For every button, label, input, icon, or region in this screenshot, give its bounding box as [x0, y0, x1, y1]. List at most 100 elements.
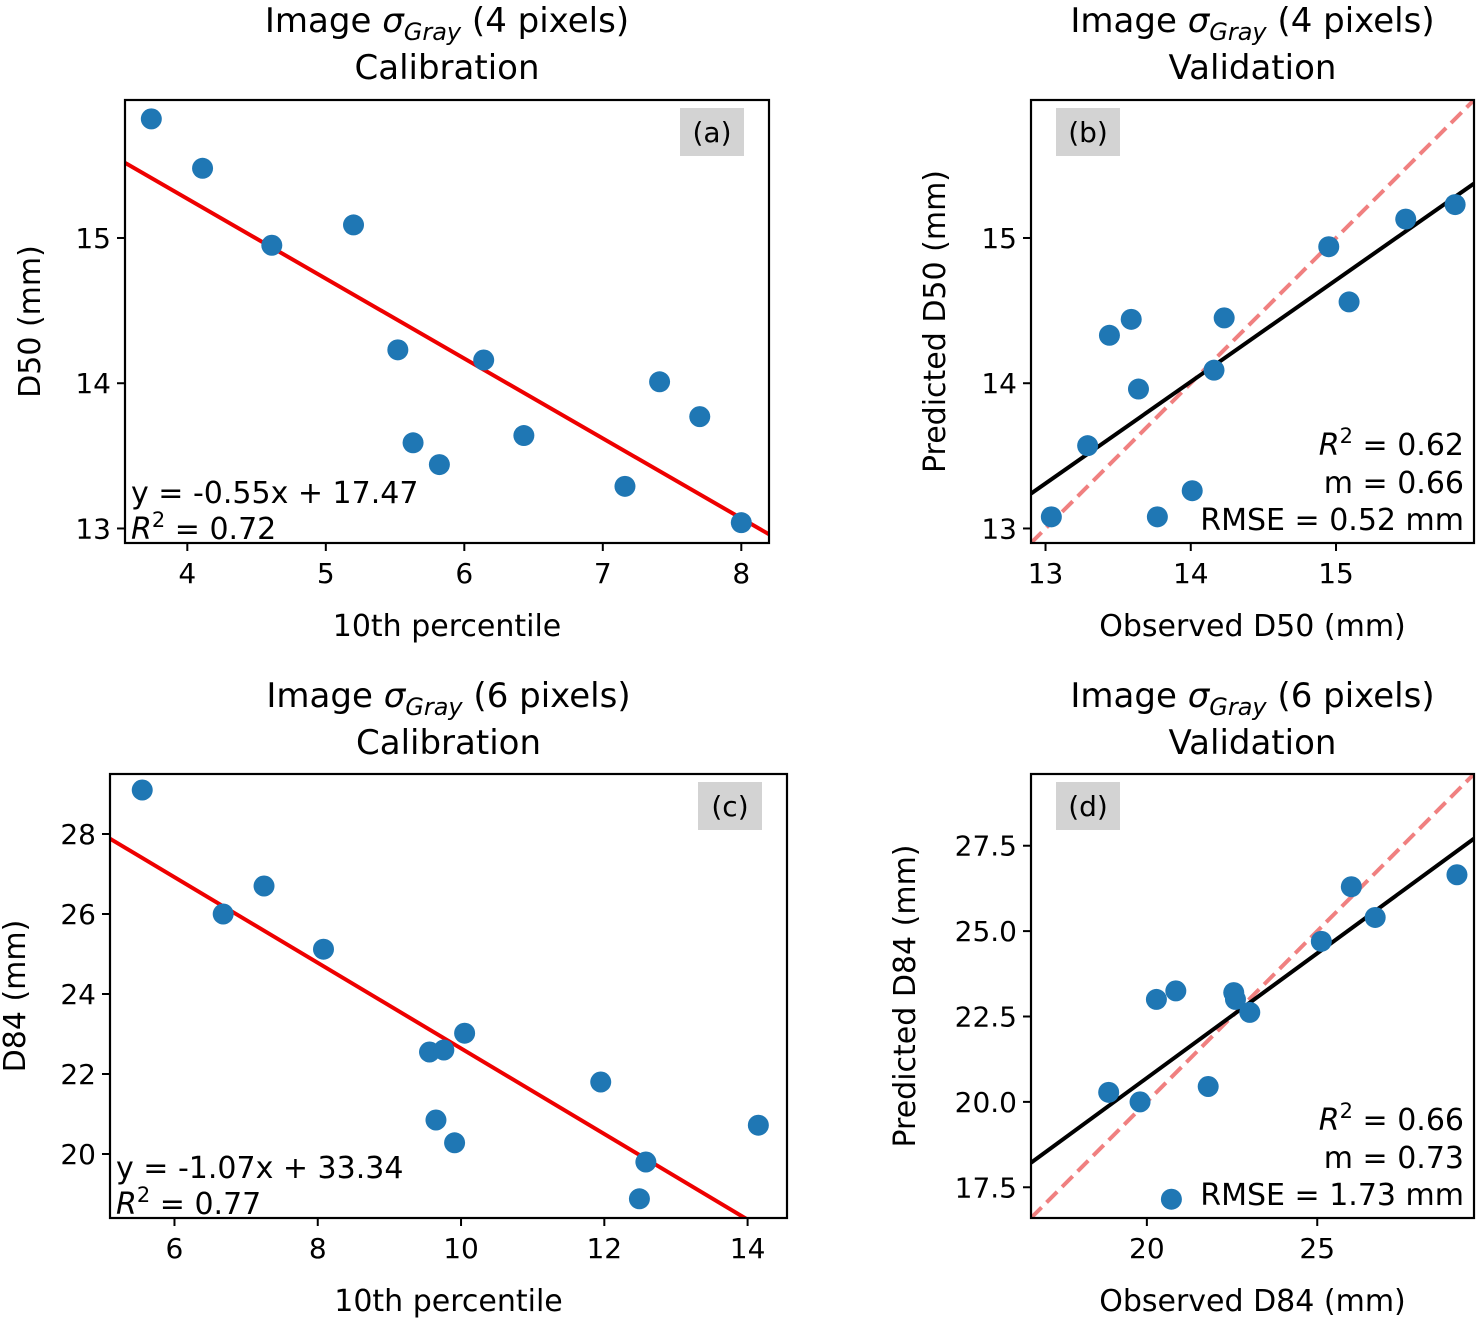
data-point [1224, 988, 1246, 1010]
data-point [614, 475, 636, 497]
data-point [1120, 308, 1142, 330]
x-tick-label: 14 [1173, 557, 1209, 590]
chart-title-line1: Image σGray (6 pixels) [266, 676, 630, 721]
data-point [473, 349, 495, 371]
data-point [454, 1022, 476, 1044]
x-tick-label: 25 [1299, 1232, 1335, 1265]
data-point [513, 425, 535, 447]
x-tick-label: 5 [317, 557, 335, 590]
fit-equation: y = -1.07x + 33.34 [116, 1151, 403, 1186]
r2-symbol: R [1319, 1103, 1340, 1138]
data-point [649, 371, 671, 393]
data-point [628, 1188, 650, 1210]
chart-panel-b: Image σGray (4 pixels) Validation 13 14 15 13… [918, 1, 1476, 644]
panel-label: (c) [711, 790, 748, 823]
panel-label-box [680, 108, 744, 156]
x-tick-label: 4 [178, 557, 196, 590]
panel-label-box [1056, 108, 1120, 156]
data-point [1364, 906, 1386, 928]
fit-line [1031, 837, 1474, 1165]
x-tick-label: 20 [1129, 1232, 1165, 1265]
y-axis-label: D50 (mm) [13, 245, 48, 398]
data-point [1077, 435, 1099, 457]
data-point [1040, 506, 1062, 528]
y-tick-label: 15 [981, 222, 1017, 255]
panel-label-box [698, 782, 762, 830]
data-point [253, 875, 275, 897]
r2-value: = 0.77 [150, 1187, 261, 1222]
x-tick-label: 6 [455, 557, 473, 590]
chart-title-line2: Calibration [356, 723, 541, 763]
data-point [1310, 930, 1332, 952]
data-point [1197, 1076, 1219, 1098]
slope-m: m = 0.66 [1324, 466, 1464, 501]
fit-equation: y = -0.55x + 17.47 [131, 476, 418, 511]
data-point [1181, 480, 1203, 502]
y-tick-label: 25.0 [955, 915, 1017, 948]
title-suffix: (4 pixels) [461, 1, 629, 41]
title-prefix: Image [1070, 1, 1187, 41]
panel-label: (b) [1068, 116, 1108, 149]
y-axis-label: D84 (mm) [0, 920, 33, 1073]
x-tick-label: 14 [730, 1232, 766, 1265]
data-point [1098, 1081, 1120, 1103]
data-point [1145, 988, 1167, 1010]
y-tick-label: 28 [60, 818, 96, 851]
data-point [1129, 1091, 1151, 1113]
data-point [689, 406, 711, 428]
y-tick-label: 27.5 [955, 830, 1017, 863]
chart-title-line1: Image σGray (4 pixels) [265, 1, 629, 46]
data-point [1146, 506, 1168, 528]
axes-frame [108, 772, 789, 1220]
y-tick-label: 13 [75, 512, 111, 545]
title-subscript: Gray [1209, 693, 1267, 721]
data-point [635, 1151, 657, 1173]
chart-title-line2: Validation [1169, 48, 1337, 88]
chart-title-line2: Validation [1169, 723, 1337, 763]
axes-frame [1029, 772, 1476, 1220]
title-suffix: (6 pixels) [463, 676, 631, 716]
data-point [1098, 324, 1120, 346]
r2-value: = 0.66 [1353, 1103, 1464, 1138]
y-tick-label: 15 [75, 222, 111, 255]
y-tick-label: 20 [60, 1138, 96, 1171]
title-subscript: Gray [1209, 18, 1267, 46]
data-point [1203, 359, 1225, 381]
title-sigma: σ [1188, 1, 1211, 41]
axes-frame [1029, 98, 1476, 545]
title-sigma: σ [384, 676, 407, 716]
title-suffix: (4 pixels) [1267, 1, 1435, 41]
data-point [387, 339, 409, 361]
x-tick-label: 13 [1028, 557, 1064, 590]
data-point [192, 157, 214, 179]
y-tick-label: 14 [981, 367, 1017, 400]
data-point [261, 234, 283, 256]
title-subscript: Gray [405, 693, 463, 721]
x-axis-label: 10th percentile [334, 1284, 563, 1319]
x-tick-label: 8 [732, 557, 750, 590]
r2-symbol: R [1319, 428, 1340, 463]
r2-superscript: 2 [152, 508, 165, 532]
data-point [425, 1109, 447, 1131]
slope-m: m = 0.73 [1324, 1141, 1464, 1176]
data-point [131, 779, 153, 801]
chart-title-line2: Calibration [355, 48, 540, 88]
r2-superscript: 2 [1340, 1099, 1353, 1123]
y-tick-label: 13 [981, 512, 1017, 545]
data-point [1395, 208, 1417, 230]
rmse: RMSE = 1.73 mm [1200, 1178, 1464, 1213]
y-axis-label: Predicted D84 (mm) [888, 844, 923, 1147]
data-point [1160, 1188, 1182, 1210]
data-point [1239, 1001, 1261, 1023]
title-suffix: (6 pixels) [1267, 676, 1435, 716]
data-point [312, 938, 334, 960]
fit-line [1031, 181, 1474, 496]
r2-value: = 0.72 [165, 512, 276, 547]
data-point [1127, 378, 1149, 400]
data-point [444, 1132, 466, 1154]
chart-title-line1: Image σGray (6 pixels) [1070, 676, 1434, 721]
title-sigma: σ [382, 1, 405, 41]
